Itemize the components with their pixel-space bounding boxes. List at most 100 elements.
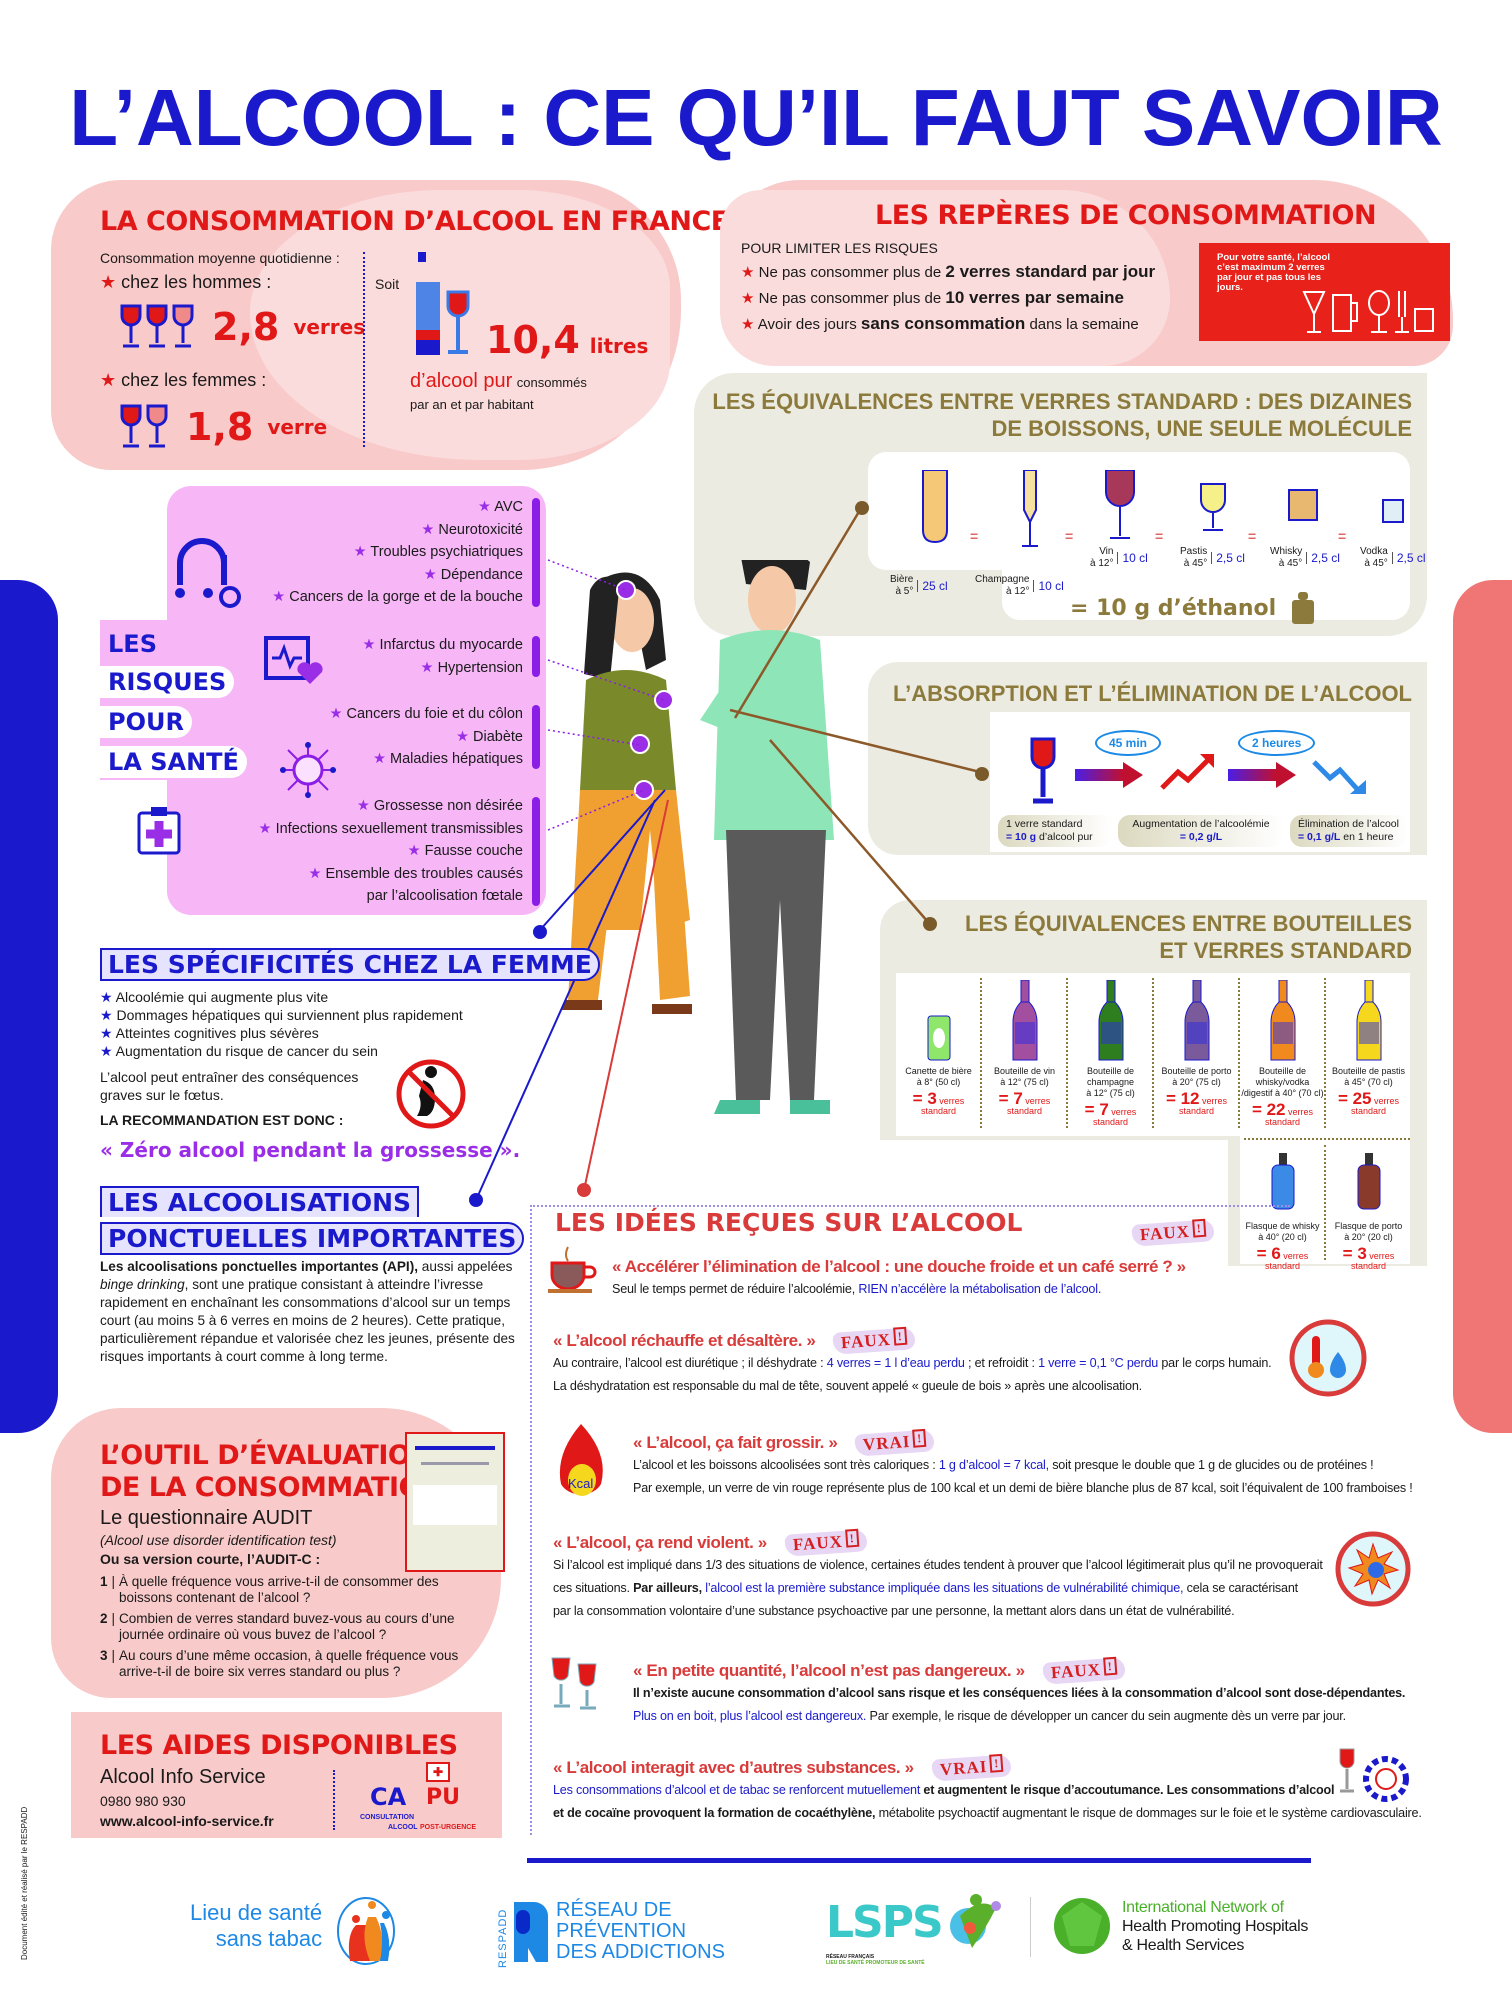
exclamation-icon: ! — [1192, 1218, 1207, 1238]
right-decor-bar — [1453, 580, 1512, 1433]
service-name: Alcool Info Service — [100, 1766, 266, 1788]
star-icon: ★ — [308, 865, 326, 882]
respadd-logo-text: RÉSEAU DE PRÉVENTION DES ADDICTIONS — [556, 1899, 725, 1963]
star-icon: ★ — [356, 798, 374, 814]
absorption-title: L’ABSORPTION ET L’ÉLIMINATION DE L’ALCOO… — [892, 681, 1412, 706]
bottle-item: Bouteille de champagne à 12° (75 cl) = 7 v… — [1068, 978, 1153, 1127]
idea-item: « L’alcool réchauffe et désaltère. » FAUX… — [553, 1326, 1272, 1398]
risk-item: ★ Ensemble des troubles causés — [308, 865, 523, 882]
star-icon: ★ — [100, 370, 117, 390]
glass-label: Champagne à 12° 10 cl — [975, 574, 1064, 597]
idea-quote: « Accélérer l’élimination de l’alcool : … — [612, 1257, 1186, 1276]
aides-title: LES AIDES DISPONIBLES — [100, 1730, 458, 1761]
lsst-logo-text: Lieu de santé sans tabac — [190, 1900, 323, 1951]
glass-bière-icon — [900, 469, 970, 555]
risk-item: ★ Infarctus du myocarde — [362, 637, 524, 653]
glass-gear-icon — [1339, 1748, 1409, 1802]
idea-text-line: Il n’existe aucune consommation d’alcool… — [633, 1686, 1406, 1700]
exclamation-icon: ! — [989, 1753, 1004, 1773]
star-icon: ★ — [478, 499, 495, 515]
footer-divider — [527, 1858, 1311, 1863]
idea-item: « Accélérer l’élimination de l’alcool : … — [612, 1218, 1222, 1301]
idea-item: « L’alcool interagit avec d’autres subst… — [553, 1753, 1422, 1825]
thermometer-water-icon — [1289, 1319, 1367, 1397]
risk-group: ★ Infarctus du myocarde ★ Hypertension — [363, 634, 524, 679]
bottle-icon — [1240, 978, 1325, 1062]
idea-text-line: ces situations. Par ailleurs, l’alcool e… — [553, 1581, 1298, 1595]
risks-label: POUR — [100, 706, 192, 738]
duration-badge: 2 heures — [1238, 730, 1316, 756]
equivalences-title: LES ÉQUIVALENCES ENTRE VERRES STANDARD :… — [712, 389, 1412, 441]
consumed-label: consommés — [516, 375, 587, 390]
risk-item: ★ Infections sexuellement transmissibles — [258, 820, 523, 837]
star-icon: ★ — [362, 637, 380, 653]
bottle-icon — [982, 978, 1067, 1062]
star-icon: ★ — [421, 521, 439, 538]
idea-text-line: Seul le temps permet de réduire l’alcool… — [612, 1282, 1102, 1296]
glass-whisky-icon — [1268, 470, 1338, 555]
wine-glasses-icon — [120, 304, 194, 348]
idea-quote: « L’alcool réchauffe et désaltère. » — [553, 1331, 816, 1350]
wine-glass-icon — [1030, 737, 1056, 804]
star-icon: ★ — [741, 316, 758, 333]
glasses-icon — [1302, 290, 1434, 333]
star-icon: ★ — [423, 566, 441, 583]
women-item: ★ Alcoolémie qui augmente plus vite — [100, 989, 329, 1005]
glass-label: Vin à 12° 10 cl — [1090, 546, 1148, 569]
virus-icon — [280, 742, 336, 798]
absorption-label: 1 verre standard = 10 g d’alcool pur — [998, 815, 1112, 847]
bottle-item: Flasque de whisky à 40° (20 cl) = 6 verres… — [1240, 1145, 1325, 1271]
consumption-title: LA CONSOMMATION D’ALCOOL EN FRANCE — [100, 206, 729, 237]
risk-item: ★ Cancers du foie et du côlon — [329, 706, 523, 722]
recommendation: « Zéro alcool pendant la grossesse ». — [100, 1138, 521, 1162]
exclamation-icon: ! — [912, 1428, 928, 1448]
lsps-subtitle: RÉSEAU FRANÇAIS LIEU DE SANTÉ PROMOTEUR D… — [826, 1954, 925, 1966]
audit-question: 3 | Au cours d’une même occasion, à quelle… — [100, 1648, 459, 1679]
hph-logo-icon — [1054, 1898, 1110, 1954]
lsps-logo: LSPS — [826, 1897, 944, 1948]
star-icon: ★ — [741, 264, 759, 281]
bottles-title: LES ÉQUIVALENCES ENTRE BOUTEILLES ET VERR… — [965, 911, 1412, 963]
audit-booklet-image[interactable] — [405, 1432, 505, 1572]
service-url[interactable]: www.alcool-info-service.fr — [100, 1813, 274, 1829]
glass-label: Whisky à 45° 2,5 cl — [1270, 546, 1340, 569]
bottle-icon — [1326, 1145, 1411, 1217]
absorption-label: Élimination de l’alcool = 0,1 g/L en 1 he… — [1290, 815, 1408, 847]
men-unit: verres — [293, 315, 366, 339]
equals-sign: = — [1338, 528, 1347, 544]
idea-quote: « L’alcool interagit avec d’autres subst… — [553, 1758, 914, 1777]
men-label: chez les hommes : — [121, 272, 272, 292]
idea-quote: « L’alcool, ça fait grossir. » — [633, 1433, 838, 1452]
arrow-right-icon — [1075, 762, 1143, 788]
badge-text: Pour votre santé, l’alcool c’est maximum… — [1217, 252, 1330, 293]
credit-text: Document édité et réalisé par le RESPADD — [20, 1806, 29, 1960]
bottle-item: Bouteille de pastis à 45° (70 cl) = 25 ver… — [1326, 978, 1411, 1116]
glass-vin-icon — [1085, 469, 1155, 555]
idea-text-line: Les consommations d’alcool et de tabac s… — [553, 1783, 1335, 1797]
bottle-item: Bouteille de vin à 12° (75 cl) = 7 verres s… — [982, 978, 1067, 1116]
star-icon: ★ — [100, 1007, 117, 1023]
page-title: L’ALCOOL : CE QU’IL FAUT SAVOIR — [69, 73, 1443, 162]
no-alcohol-pregnancy-icon — [396, 1059, 466, 1129]
verdict-stamp: FAUX! — [1131, 1218, 1215, 1247]
falling-zigzag-icon — [1312, 760, 1366, 794]
capu-logo: ✚ CA PU CONSULTATION ALCOOL POST-URGENCE — [360, 1762, 490, 1836]
risks-label: LES — [100, 628, 165, 660]
idea-text-line: L’alcool et les boissons alcoolisées son… — [633, 1458, 1374, 1472]
reperes-subtitle: POUR LIMITER LES RISQUES — [741, 240, 938, 256]
star-icon: ★ — [258, 820, 276, 837]
risk-item: ★ Grossesse non désirée — [356, 798, 523, 814]
lsps-logo-icon — [950, 1894, 1001, 1948]
bottle-icon — [896, 978, 981, 1062]
heart-monitor-icon — [264, 636, 323, 684]
equals-sign: = — [1065, 528, 1074, 544]
equals-sign: = — [1155, 528, 1164, 544]
respadd-vertical: RESPADD — [497, 1908, 509, 1968]
star-icon: ★ — [455, 728, 474, 745]
service-phone[interactable]: 0980 980 930 — [100, 1793, 186, 1809]
women-note: L’alcool peut entraîner des conséquences… — [100, 1069, 359, 1103]
left-decor-bar — [0, 580, 58, 1433]
star-icon: ★ — [100, 1043, 116, 1059]
liters-unit: litres — [589, 334, 649, 358]
idea-text-line: et de cocaïne provoquent la formation de… — [553, 1806, 1422, 1820]
